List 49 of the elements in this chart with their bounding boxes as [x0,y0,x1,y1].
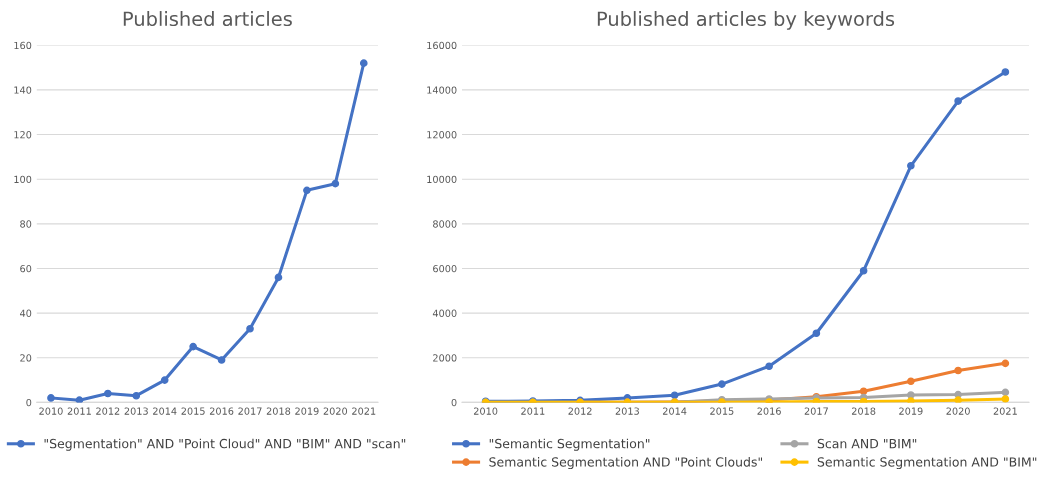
y-tick-label: 14000 [427,86,457,94]
x-tick-label: 2012 [568,407,592,415]
x-tick-label: 2013 [615,407,639,415]
legend-label: "Segmentation" AND "Point Cloud" AND "BIM" AND "scan" [44,438,406,451]
x-tick-label: 2018 [851,407,876,415]
legend-label: Semantic Segmentation AND "Point Clouds" [489,457,763,470]
y-tick-label: 60 [20,264,32,273]
y-tick-label: 0 [451,398,457,407]
y-tick-label: 16000 [427,41,457,50]
x-tick-label: 2020 [946,407,970,415]
x-tick-label: 2017 [804,407,828,415]
legend-label: Scan AND "BIM" [817,438,917,449]
x-tick-label: 2016 [209,407,234,415]
x-tick-label: 2013 [124,407,148,415]
y-tick-label: 4000 [432,309,457,317]
y-tick-label: 0 [26,398,32,407]
y-tick-label: 6000 [433,264,457,273]
y-tick-label: 80 [20,220,32,228]
x-tick-label: 2010 [473,407,498,415]
y-tick-label: 160 [14,41,32,50]
y-tick-label: 12000 [427,131,457,139]
x-tick-label: 2020 [323,407,348,415]
x-tick-label: 2019 [295,407,319,415]
x-tick-label: 2017 [238,407,262,415]
x-tick-label: 2014 [662,407,687,415]
y-tick-label: 140 [14,86,32,94]
chart-title: Published articles by keywords [597,11,895,30]
legend-label: Semantic Segmentation AND "BIM" [817,457,1037,470]
legend-label: "Semantic Segmentation" [489,438,650,451]
y-tick-label: 100 [14,175,32,184]
y-tick-label: 40 [19,309,32,317]
x-tick-label: 2015 [181,407,205,415]
x-tick-label: 2012 [96,407,120,415]
x-tick-label: 2011 [67,407,91,415]
y-tick-label: 20 [20,354,32,362]
x-tick-label: 2015 [710,407,734,415]
x-tick-label: 2021 [993,407,1017,415]
y-tick-label: 2000 [433,354,457,362]
x-tick-label: 2018 [266,407,291,415]
y-tick-label: 8000 [433,220,457,228]
chart-title: Published articles [123,11,292,27]
x-tick-label: 2011 [521,407,545,415]
y-tick-label: 120 [14,131,32,139]
y-tick-label: 10000 [427,175,457,184]
x-tick-label: 2019 [899,407,923,415]
x-tick-label: 2010 [39,407,63,415]
x-tick-label: 2021 [352,407,376,415]
x-tick-label: 2016 [757,407,781,415]
x-tick-label: 2014 [153,407,177,415]
